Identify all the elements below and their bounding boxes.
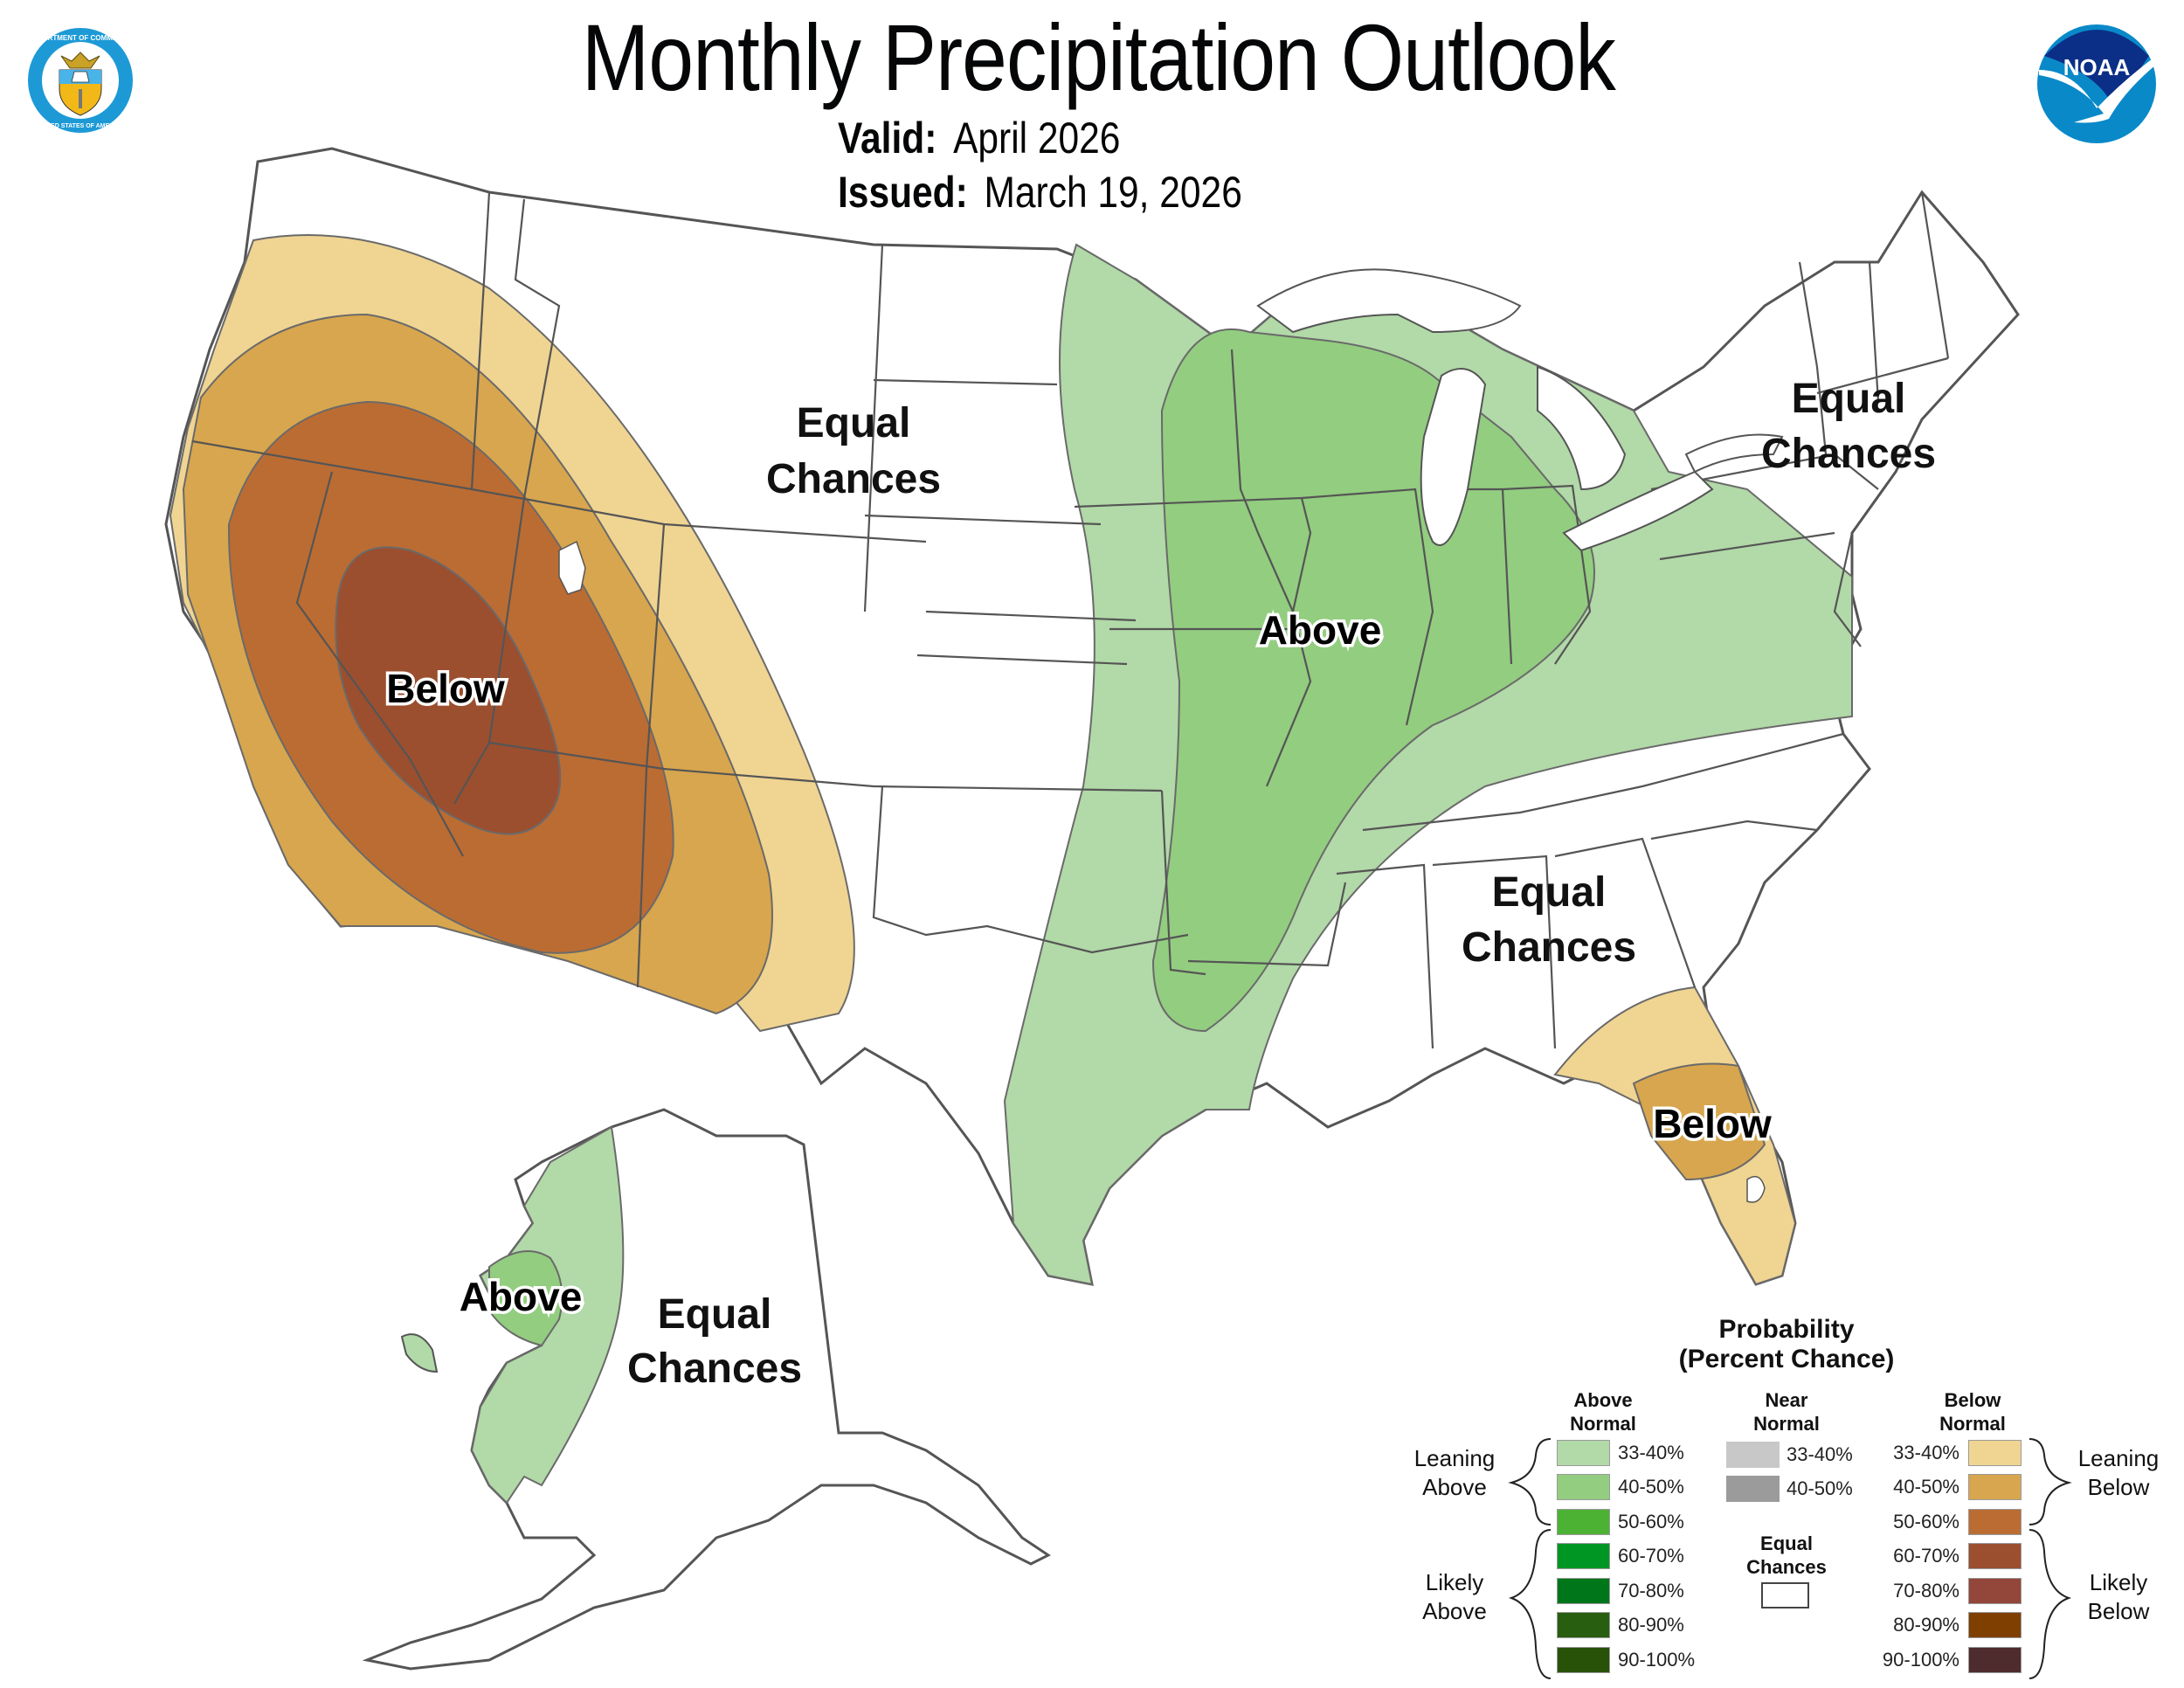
- alaska-above-label: Above: [460, 1274, 583, 1319]
- central-above-label: Above: [1259, 607, 1382, 653]
- department-of-commerce-seal-icon: DEPARTMENT OF COMMERCE UNITED STATES OF …: [28, 28, 133, 133]
- issued-value: March 19, 2026: [984, 168, 1242, 217]
- below-swatch-40-50: [1968, 1474, 2022, 1500]
- above-range-70-80: 70-80%: [1618, 1580, 1684, 1602]
- florida-below-label: Below: [1653, 1101, 1772, 1146]
- near-range-40-50: 40-50%: [1787, 1477, 1853, 1499]
- leaning-above-line1: Leaning: [1413, 1445, 1496, 1471]
- likely-below-line2: Below: [2087, 1598, 2150, 1624]
- valid-value: April 2026: [953, 114, 1121, 163]
- probability-legend: Probability (Percent Chance) Above Norma…: [1398, 1315, 2184, 1688]
- likely-below-line1: Likely: [2089, 1569, 2148, 1595]
- great-lakes: [1256, 268, 1784, 552]
- below-range-40-50: 40-50%: [1893, 1476, 1959, 1498]
- issued-date: Issued: March 19, 2026: [838, 166, 1242, 218]
- equal-chances-header-2: Chances: [1746, 1556, 1827, 1578]
- state-borders: [191, 191, 1950, 1049]
- leaning-above-label: Leaning Above: [1402, 1444, 1507, 1502]
- likely-below-label: Likely Below: [2066, 1568, 2171, 1626]
- above-range-50-60: 50-60%: [1618, 1511, 1684, 1532]
- below-swatch-90-100: [1968, 1647, 2022, 1673]
- above-range-40-50: 40-50%: [1618, 1476, 1684, 1498]
- near-range-33-40: 33-40%: [1787, 1443, 1853, 1465]
- below-range-50-60: 50-60%: [1893, 1511, 1959, 1532]
- southeast-equal-label-line2: Chances: [1462, 924, 1636, 971]
- alaska: [362, 1108, 1051, 1671]
- alaska-equal-label-line2: Chances: [627, 1346, 802, 1392]
- equal-chances-header-1: Equal: [1760, 1532, 1813, 1554]
- likely-above-line1: Likely: [1425, 1569, 1484, 1595]
- above-range-60-70: 60-70%: [1618, 1545, 1684, 1567]
- above-swatch-60-70: [1557, 1543, 1610, 1569]
- near-swatch-33-40: [1726, 1442, 1780, 1468]
- lake-okeechobee: [1746, 1175, 1766, 1203]
- near-normal-header-2: Normal: [1753, 1413, 1820, 1435]
- legend-title-line2: (Percent Chance): [1678, 1345, 1895, 1373]
- seal-text-bottom: UNITED STATES OF AMERICA: [37, 123, 125, 129]
- above-swatch-90-100: [1557, 1647, 1610, 1673]
- below-swatch-80-90: [1968, 1612, 2022, 1638]
- plains-equal-label-line2: Chances: [766, 456, 941, 502]
- northeast-equal-label-line2: Chances: [1761, 431, 1936, 477]
- right-braces-icon: [2028, 1438, 2072, 1679]
- leaning-below-label: Leaning Below: [2066, 1444, 2171, 1502]
- valid-period: Valid: April 2026: [838, 112, 1120, 164]
- leaning-below-line2: Below: [2087, 1474, 2150, 1500]
- equal-chances-swatch: [1761, 1582, 1809, 1608]
- below-swatch-60-70: [1968, 1543, 2022, 1569]
- likely-above-label: Likely Above: [1402, 1568, 1507, 1626]
- below-swatch-50-60: [1968, 1509, 2022, 1535]
- above-normal-header-1: Above: [1573, 1389, 1633, 1411]
- above-range-33-40: 33-40%: [1618, 1442, 1684, 1463]
- florida-below-region: [1553, 986, 1797, 1286]
- below-range-70-80: 70-80%: [1893, 1580, 1959, 1602]
- below-range-80-90: 80-90%: [1893, 1614, 1959, 1636]
- seal-text-top: DEPARTMENT OF COMMERCE: [29, 34, 133, 42]
- plains-equal-label-line1: Equal: [797, 400, 911, 446]
- map-title: Monthly Precipitation Outlook: [581, 4, 1616, 110]
- likely-above-line2: Above: [1422, 1598, 1487, 1624]
- above-swatch-50-60: [1557, 1509, 1610, 1535]
- northeast-equal-label-line1: Equal: [1792, 376, 1906, 422]
- leaning-above-line2: Above: [1422, 1474, 1487, 1500]
- above-range-90-100: 90-100%: [1618, 1649, 1696, 1671]
- above-swatch-70-80: [1557, 1578, 1610, 1604]
- below-swatch-33-40: [1968, 1440, 2022, 1466]
- above-range-80-90: 80-90%: [1618, 1614, 1684, 1636]
- left-braces-icon: [1508, 1438, 1552, 1679]
- near-swatch-40-50: [1726, 1476, 1780, 1502]
- great-salt-lake: [558, 540, 586, 595]
- above-swatch-40-50: [1557, 1474, 1610, 1500]
- valid-label: Valid:: [838, 114, 937, 163]
- leaning-below-line1: Leaning: [2077, 1445, 2160, 1471]
- below-normal-header-1: Below: [1944, 1389, 2001, 1411]
- above-swatch-33-40: [1557, 1440, 1610, 1466]
- noaa-text: NOAA: [2063, 54, 2131, 80]
- near-normal-header-1: Near: [1765, 1389, 1808, 1411]
- below-swatch-70-80: [1968, 1578, 2022, 1604]
- alaska-equal-label-line1: Equal: [658, 1291, 772, 1338]
- southeast-equal-label-line1: Equal: [1492, 869, 1607, 916]
- noaa-logo-icon: NOAA: [2037, 24, 2156, 143]
- west-below-label: Below: [386, 666, 505, 711]
- below-range-90-100: 90-100%: [1882, 1649, 1959, 1671]
- west-below-region: [169, 234, 855, 1033]
- legend-title-line1: Probability: [1718, 1315, 1855, 1344]
- issued-label: Issued:: [838, 168, 968, 217]
- below-normal-header-2: Normal: [1939, 1413, 2006, 1435]
- above-swatch-80-90: [1557, 1612, 1610, 1638]
- below-range-33-40: 33-40%: [1893, 1442, 1959, 1463]
- above-normal-header-2: Normal: [1570, 1413, 1636, 1435]
- below-range-60-70: 60-70%: [1893, 1545, 1959, 1567]
